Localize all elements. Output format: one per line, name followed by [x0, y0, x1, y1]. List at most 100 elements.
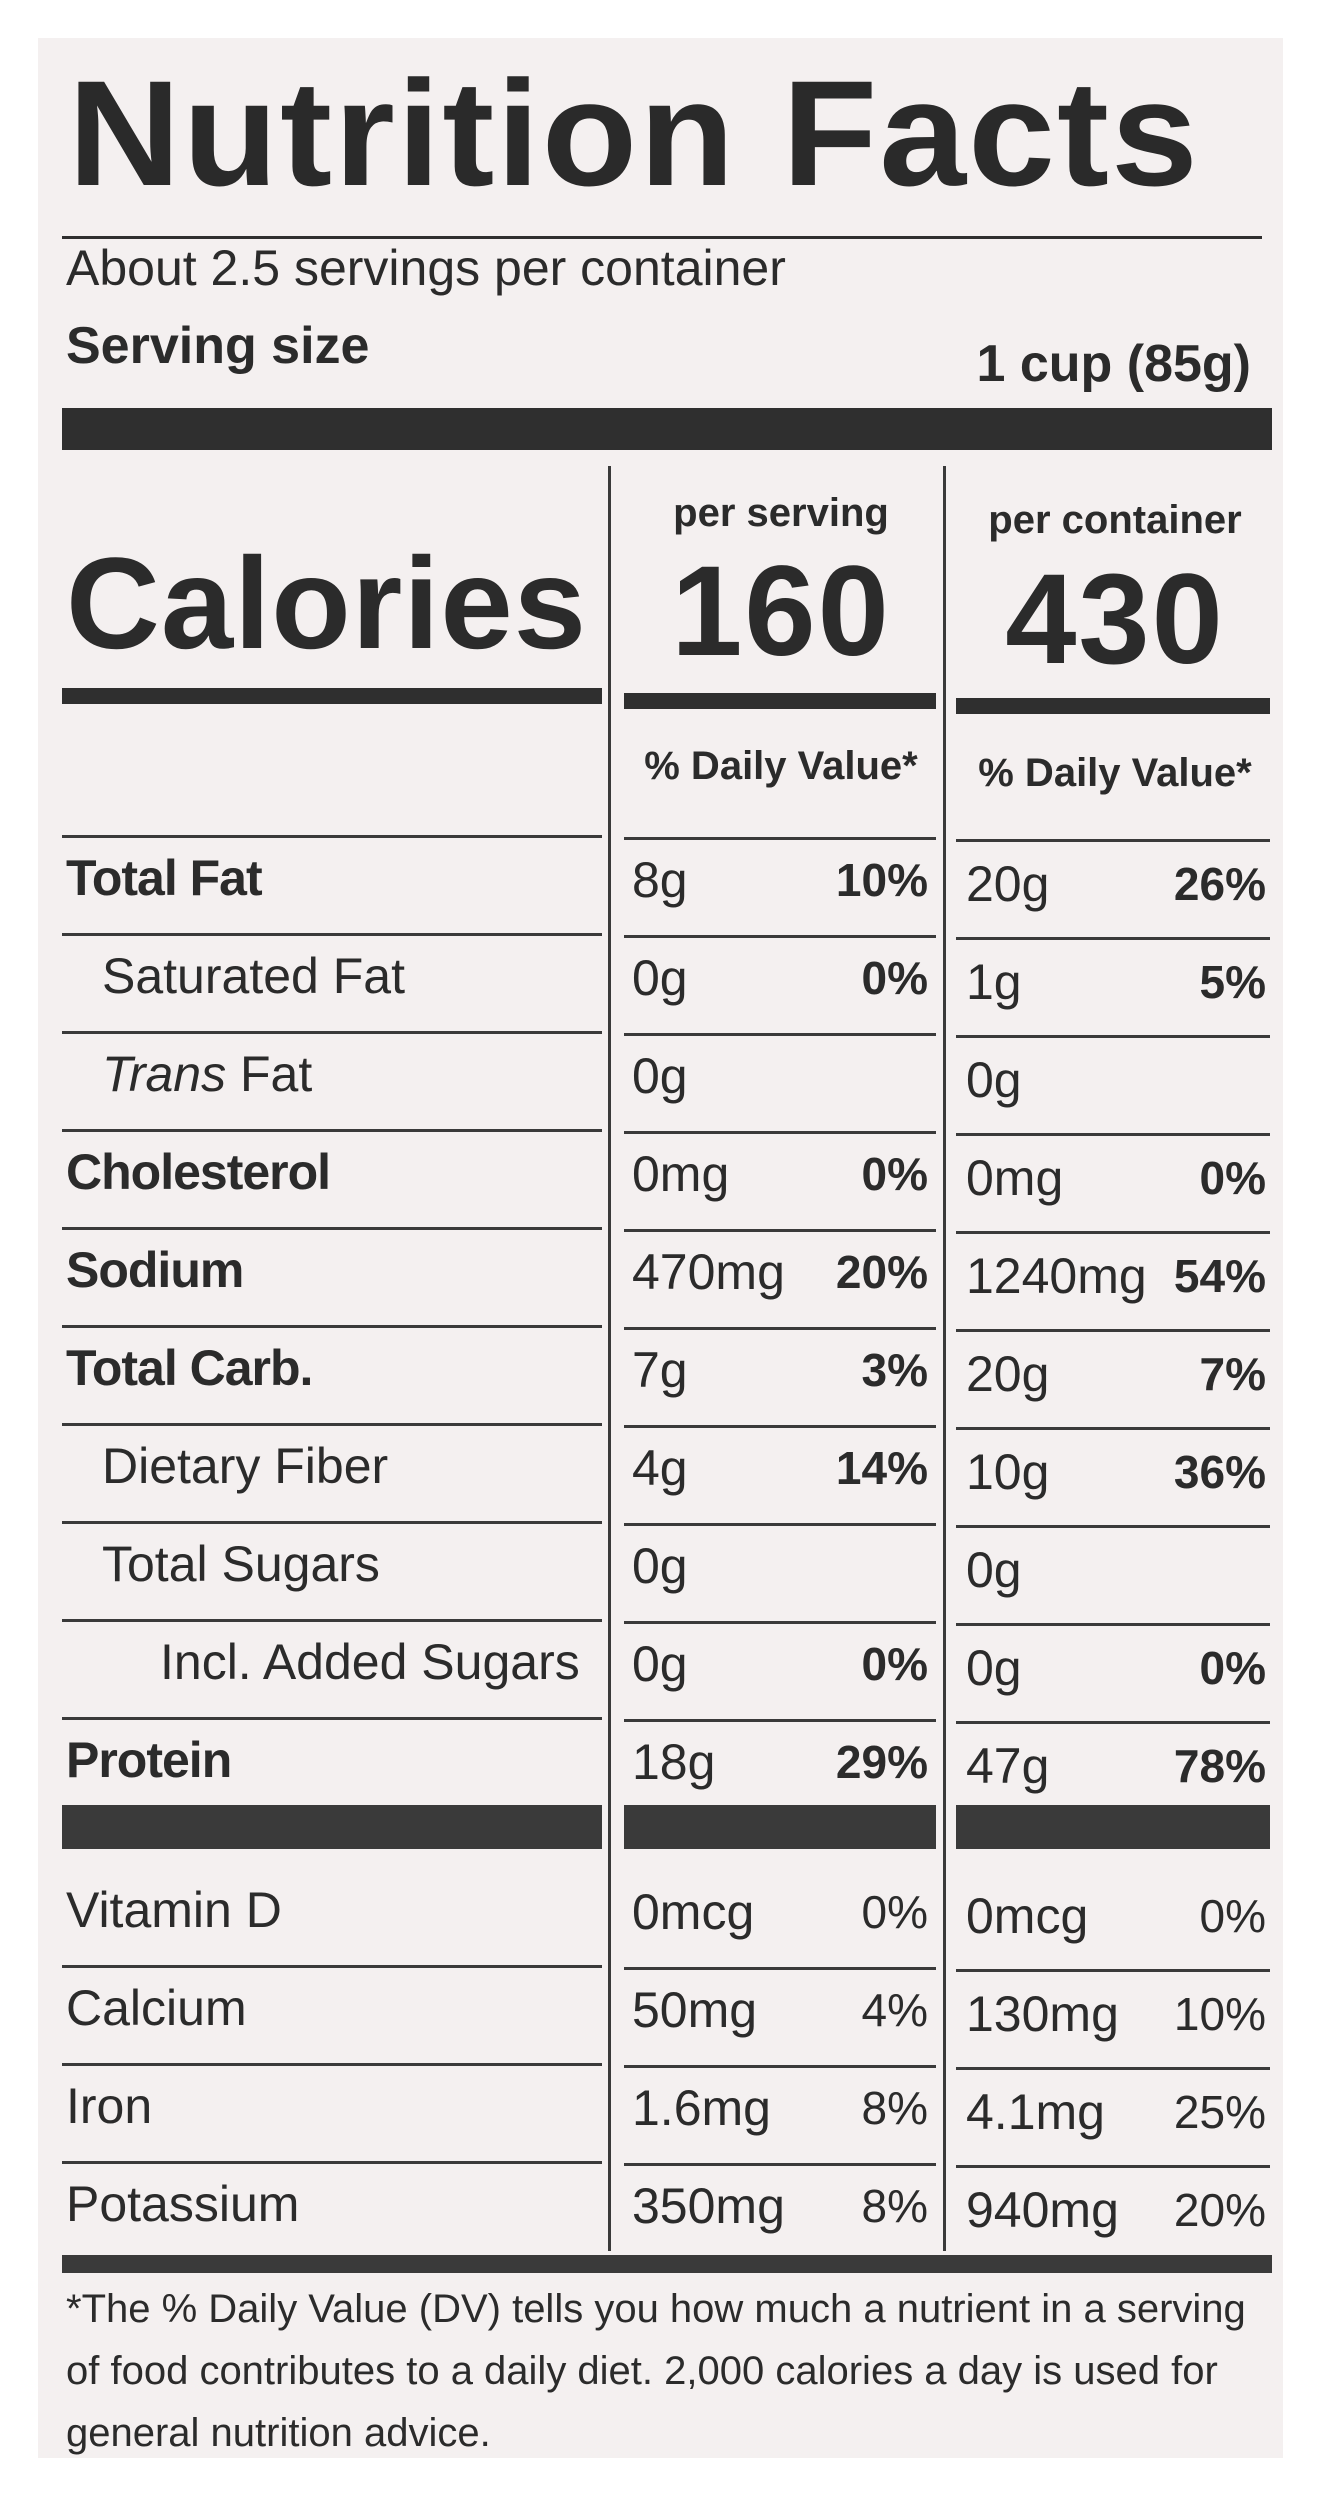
- serving-amount: 0mcg: [632, 1884, 755, 1940]
- serving-daily-value: 4%: [861, 1984, 928, 2036]
- serving-amount: 350mg: [632, 2178, 785, 2234]
- serving-daily-value: 0%: [861, 1148, 928, 1200]
- row-rule-left: [62, 1325, 602, 1328]
- container-daily-value: 20%: [1173, 2184, 1266, 2236]
- label-title: Nutrition Facts: [68, 49, 1200, 217]
- row-rule-mid: [624, 1425, 936, 1428]
- container-amount: 1240mg: [966, 1248, 1147, 1304]
- nutrient-name: Incl. Added Sugars: [160, 1634, 580, 1690]
- serving-daily-value: 8%: [861, 2082, 928, 2134]
- vitamin-separator-left: [62, 1805, 602, 1849]
- row-rule-mid: [624, 1327, 936, 1330]
- row-rule-mid: [624, 1229, 936, 1232]
- container-amount: 940mg: [966, 2182, 1119, 2238]
- row-rule-mid: [624, 1967, 936, 1970]
- row-rule-right: [956, 1231, 1270, 1234]
- container-daily-value: 36%: [1173, 1446, 1266, 1498]
- serving-amount: 0g: [632, 950, 688, 1006]
- nutrient-name-rest: Fat: [226, 1046, 313, 1102]
- container-daily-value: 7%: [1199, 1348, 1266, 1400]
- vitamin-name: Vitamin D: [66, 1882, 282, 1938]
- row-rule-right: [956, 1427, 1270, 1430]
- container-daily-value: 78%: [1173, 1740, 1266, 1792]
- calories-rule-right: [956, 698, 1270, 714]
- serving-daily-value: 14%: [835, 1442, 928, 1494]
- serving-daily-value: 0%: [861, 952, 928, 1004]
- serving-amount: 0g: [632, 1538, 688, 1594]
- container-daily-value: 5%: [1199, 956, 1266, 1008]
- nutrient-name: Cholesterol: [66, 1144, 331, 1200]
- serving-amount: 7g: [632, 1342, 688, 1398]
- row-rule-right: [956, 1969, 1270, 1972]
- serving-daily-value: 0%: [861, 1886, 928, 1938]
- title-rule: [62, 236, 1262, 239]
- vitamin-name: Calcium: [66, 1980, 247, 2036]
- row-rule-mid: [624, 2065, 936, 2068]
- dv-header-container: % Daily Value*: [978, 751, 1252, 795]
- serving-amount: 1.6mg: [632, 2080, 771, 2136]
- serving-daily-value: 10%: [835, 854, 928, 906]
- row-rule-mid: [624, 1131, 936, 1134]
- serving-daily-value: 29%: [835, 1736, 928, 1788]
- container-amount: 4.1mg: [966, 2084, 1105, 2140]
- calories-per-container: 430: [1005, 548, 1225, 691]
- serving-daily-value: 0%: [861, 1638, 928, 1690]
- serving-amount: 50mg: [632, 1982, 758, 2038]
- serving-daily-value: 8%: [861, 2180, 928, 2232]
- serving-amount: 0mg: [632, 1146, 730, 1202]
- serving-size-value: 1 cup (85g): [976, 335, 1252, 393]
- serving-amount: 18g: [632, 1734, 716, 1790]
- nutrient-name: Saturated Fat: [102, 948, 405, 1004]
- container-daily-value: 0%: [1199, 1642, 1266, 1694]
- container-daily-value: 0%: [1199, 1890, 1266, 1942]
- container-daily-value: 10%: [1173, 1988, 1266, 2040]
- servings-per-container: About 2.5 servings per container: [66, 240, 786, 296]
- column-divider-left: [608, 466, 611, 2251]
- nutrient-name-italic: Trans: [102, 1046, 227, 1102]
- footnote: *The % Daily Value (DV) tells you how mu…: [66, 2287, 1246, 2455]
- row-rule-left: [62, 1965, 602, 1968]
- row-rule-mid: [624, 1033, 936, 1036]
- container-amount: 1g: [966, 954, 1022, 1010]
- serving-amount: 0g: [632, 1636, 688, 1692]
- nutrient-name: Total Carb.: [66, 1340, 313, 1396]
- row-rule-mid: [624, 1719, 936, 1722]
- container-amount: 0mg: [966, 1150, 1064, 1206]
- vitamin-name: Potassium: [66, 2176, 300, 2232]
- row-rule-right: [956, 1035, 1270, 1038]
- nutrient-name: Trans Fat: [102, 1049, 312, 1099]
- row-rule-left: [62, 1423, 602, 1426]
- serving-amount: 470mg: [632, 1244, 785, 1300]
- row-rule-left: [62, 1521, 602, 1524]
- serving-amount: 0g: [632, 1048, 688, 1104]
- container-amount: 20g: [966, 1346, 1050, 1402]
- row-rule-right: [956, 1133, 1270, 1136]
- row-rule-mid: [624, 837, 936, 840]
- serving-size-label: Serving size: [66, 317, 370, 375]
- container-amount: 130mg: [966, 1986, 1119, 2042]
- nutrient-name: Protein: [66, 1732, 232, 1788]
- row-rule-mid: [624, 1621, 936, 1624]
- calories-rule-mid: [624, 693, 936, 709]
- row-rule-right: [956, 1329, 1270, 1332]
- container-daily-value: 25%: [1173, 2086, 1266, 2138]
- serving-thick-rule: [62, 408, 1272, 450]
- per-container-header: per container: [988, 498, 1242, 542]
- nutrition-label: Nutrition Facts About 2.5 servings per c…: [38, 38, 1283, 2458]
- row-rule-right: [956, 839, 1270, 842]
- serving-amount: 8g: [632, 852, 688, 908]
- container-amount: 0mcg: [966, 1888, 1089, 1944]
- row-rule-right: [956, 937, 1270, 940]
- row-rule-mid: [624, 2163, 936, 2166]
- row-rule-left: [62, 1717, 602, 1720]
- serving-daily-value: 20%: [835, 1246, 928, 1298]
- per-serving-header: per serving: [673, 491, 889, 535]
- row-rule-left: [62, 1129, 602, 1132]
- vitamin-separator-mid: [624, 1805, 936, 1849]
- nutrient-name: Total Sugars: [102, 1536, 380, 1592]
- serving-daily-value: 3%: [861, 1344, 928, 1396]
- calories-per-serving: 160: [671, 540, 891, 683]
- row-rule-right: [956, 1623, 1270, 1626]
- container-amount: 0g: [966, 1542, 1022, 1598]
- bottom-thick-rule: [62, 2255, 1272, 2273]
